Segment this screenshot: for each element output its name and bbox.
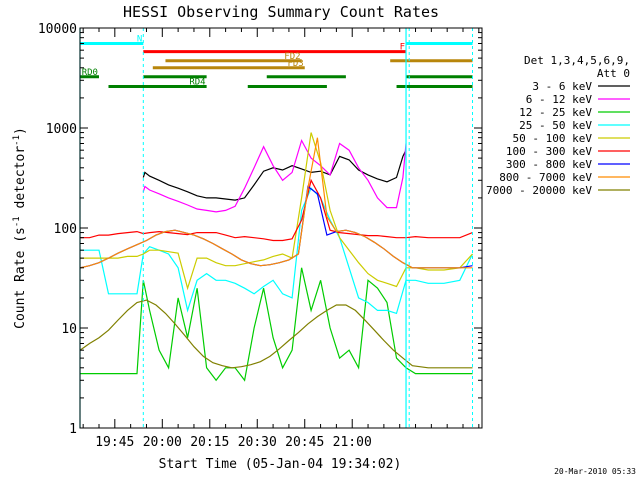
legend-label-3: 25 - 50 keV <box>519 119 592 132</box>
series-line-5 <box>80 178 473 242</box>
y-tick-label-0: 1 <box>69 422 77 437</box>
status-bar-label-5: RD4 <box>189 78 205 88</box>
status-bar-label-2: FD2 <box>284 52 300 62</box>
y-axis-label-exponent-1: -1 <box>12 216 22 227</box>
timestamp: 20-Mar-2010 05:33 <box>554 467 636 476</box>
status-bar-label-3: FD3 <box>287 59 303 69</box>
status-bar-label-0: N <box>137 34 142 44</box>
legend-label-0: 3 - 6 keV <box>532 80 592 93</box>
x-tick-label-0: 19:45 <box>95 435 134 450</box>
status-bar-label-1: F <box>400 43 405 53</box>
y-axis-label-exponent-2: -1 <box>12 135 22 146</box>
status-bar-label-4: RD0 <box>82 68 98 78</box>
legend-header-0: Det 1,3,4,5,6,9, <box>524 54 630 67</box>
legend-label-4: 50 - 100 keV <box>513 132 593 145</box>
series-line-7 <box>79 137 473 269</box>
legend-label-5: 100 - 300 keV <box>506 145 592 158</box>
series-line-8 <box>79 299 473 369</box>
axes-layer: 1 10 100 1000 10000 19:45 20:00 20:15 20:30 20:45… <box>38 22 482 450</box>
x-tick-label-3: 20:30 <box>238 435 277 450</box>
y-axis-label: Count Rate (s-1 detector-1) <box>12 127 28 329</box>
series-line-0 <box>142 149 407 201</box>
y-tick-label-3: 1000 <box>46 122 77 137</box>
series-line-4 <box>80 132 473 291</box>
y-tick-label-1: 10 <box>61 322 77 337</box>
y-axis-label-part-3: ) <box>13 127 28 135</box>
y-axis-label-part-2: detector <box>13 146 28 217</box>
legend-header-1: Att 0 <box>597 67 630 80</box>
x-tick-label-5: 21:00 <box>333 435 372 450</box>
series-line-3 <box>80 187 474 315</box>
data-series-layer <box>79 132 474 382</box>
series-line-2 <box>80 267 473 382</box>
chart-title: HESSI Observing Summary Count Rates <box>123 3 439 21</box>
y-tick-label-2: 100 <box>54 222 77 237</box>
legend-label-8: 7000 - 20000 keV <box>486 184 592 197</box>
series-line-1 <box>142 138 407 213</box>
legend-label-2: 12 - 25 keV <box>519 106 592 119</box>
x-tick-label-2: 20:15 <box>190 435 229 450</box>
x-tick-label-4: 20:45 <box>285 435 324 450</box>
y-axis-label-part-1: Count Rate (s <box>13 227 28 329</box>
x-tick-label-1: 20:00 <box>143 435 182 450</box>
x-axis-label: Start Time (05-Jan-04 19:34:02) <box>159 457 402 472</box>
legend-label-6: 300 - 800 keV <box>506 158 592 171</box>
y-tick-label-4: 10000 <box>38 22 77 37</box>
legend-label-1: 6 - 12 keV <box>526 93 593 106</box>
legend-label-7: 800 - 7000 keV <box>499 171 592 184</box>
